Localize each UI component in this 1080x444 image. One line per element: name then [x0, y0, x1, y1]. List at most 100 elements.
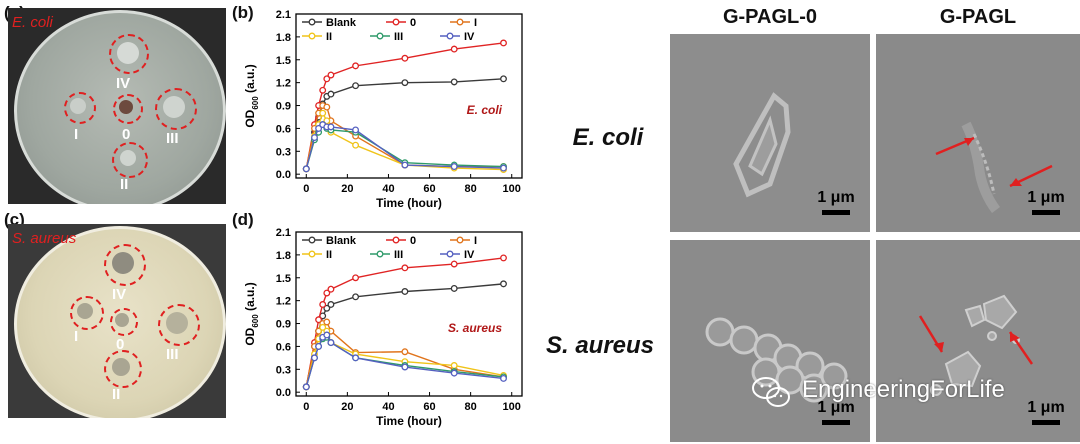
inhibition-zone-iii [155, 88, 197, 130]
x-tick-label: 80 [465, 401, 477, 413]
spot-label: I [74, 126, 79, 143]
legend-marker [392, 18, 400, 26]
panel-label-d: (d) [232, 210, 254, 229]
legend-entry: Blank [302, 17, 357, 29]
data-point [327, 71, 335, 79]
y-tick-label: 0.6 [276, 123, 291, 135]
y-tick-label: 2.1 [276, 227, 291, 239]
plot-frame [295, 13, 523, 179]
data-point [450, 78, 458, 86]
sem-image-ecoli-g-pagl: 1 μm [876, 34, 1080, 232]
legend-marker [308, 18, 316, 26]
data-point [327, 123, 335, 131]
y-tick-label: 0.6 [276, 341, 291, 353]
data-point [302, 383, 310, 391]
data-point [352, 274, 360, 282]
legend-label: I [474, 235, 477, 247]
sample-disc [120, 150, 136, 166]
legend-entry: II [302, 31, 332, 43]
data-point [401, 264, 409, 272]
legend-entry: I [450, 17, 477, 29]
y-tick-label: 0.3 [276, 364, 291, 376]
data-point [315, 342, 323, 350]
sample-disc [119, 100, 133, 114]
legend-marker [308, 250, 316, 258]
legend-marker [392, 236, 400, 244]
series-iv [302, 331, 507, 391]
spot-label: 0 [122, 126, 131, 143]
y-tick-label: 1.8 [276, 250, 291, 262]
legend-label: IV [464, 249, 475, 261]
legend-entry: III [370, 249, 403, 261]
data-point [500, 75, 507, 83]
data-point [323, 75, 331, 83]
x-tick-label: 60 [423, 183, 435, 195]
species-label: E. coli [12, 14, 53, 31]
data-point [450, 260, 458, 268]
data-point [311, 354, 318, 362]
legend-entry: II [302, 249, 332, 261]
x-tick-label: 0 [303, 183, 309, 195]
petri-photo-ecoli: E. coli IV I 0 III II [8, 8, 226, 204]
data-point [352, 62, 360, 70]
sample-disc [163, 96, 185, 118]
sem-column-header: G-PAGL-0 [722, 6, 818, 28]
sem-row-label: E. coli [572, 124, 644, 151]
data-point [401, 288, 409, 295]
data-point [327, 90, 335, 98]
legend-marker [308, 236, 316, 244]
x-tick-label: 100 [503, 401, 521, 413]
wechat-logo-icon [752, 376, 790, 407]
data-point [401, 79, 409, 87]
x-tick-label: 40 [382, 183, 394, 195]
sample-disc [115, 313, 129, 327]
legend-label: II [326, 31, 332, 43]
data-point [500, 375, 507, 382]
legend-label: III [394, 249, 403, 261]
inhibition-zone-i [70, 296, 104, 330]
legend-entry: 0 [386, 17, 416, 29]
sample-disc [117, 42, 139, 64]
legend-marker [376, 250, 384, 258]
y-axis-label: OD600 (a.u.) [243, 64, 260, 127]
series-blank [302, 75, 507, 173]
legend-label: II [326, 249, 332, 261]
inhibition-zone-ii [112, 142, 148, 178]
data-point [323, 103, 331, 111]
inhibition-zone-0 [110, 308, 138, 336]
legend-entry: IV [440, 31, 475, 43]
data-point [315, 124, 323, 132]
spot-label: III [166, 346, 179, 363]
sample-disc [112, 252, 134, 274]
data-point [450, 369, 458, 377]
chart-annotation: E. coli [467, 103, 503, 117]
scale-label: 1 μm [1027, 399, 1065, 416]
legend-label: Blank [326, 235, 357, 247]
spot-label: II [112, 386, 121, 403]
inhibition-zone-ii [104, 350, 142, 388]
legend-entry: III [370, 31, 403, 43]
data-point [302, 165, 310, 173]
scale-bar [1032, 210, 1060, 215]
data-point [352, 126, 360, 134]
scale-label: 1 μm [817, 399, 855, 416]
data-point [401, 54, 409, 62]
x-tick-label: 20 [341, 401, 353, 413]
legend-marker [376, 32, 384, 40]
x-tick-label: 0 [303, 401, 309, 413]
data-point [401, 348, 409, 356]
bacterium-debris [733, 92, 791, 198]
data-point [401, 161, 409, 169]
y-tick-label: 0.9 [276, 319, 291, 331]
legend-entry: IV [440, 249, 475, 261]
data-point [500, 164, 507, 172]
scale-bar [1032, 420, 1060, 425]
y-tick-label: 0.9 [276, 101, 291, 113]
data-point [450, 45, 458, 53]
y-tick-label: 0.3 [276, 146, 291, 158]
data-point [352, 82, 360, 90]
species-label: S. aureus [12, 230, 77, 247]
legend-label: I [474, 17, 477, 29]
watermark-text: EngineeringForLife [802, 376, 1005, 403]
data-point [319, 86, 327, 94]
